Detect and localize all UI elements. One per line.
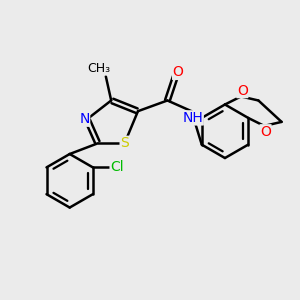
Text: N: N	[79, 112, 90, 126]
Text: NH: NH	[182, 111, 203, 125]
Text: O: O	[173, 65, 184, 80]
Text: O: O	[237, 84, 248, 98]
Text: S: S	[120, 136, 129, 150]
Text: O: O	[260, 125, 271, 139]
Text: CH₃: CH₃	[88, 62, 111, 75]
Text: Cl: Cl	[110, 160, 124, 174]
